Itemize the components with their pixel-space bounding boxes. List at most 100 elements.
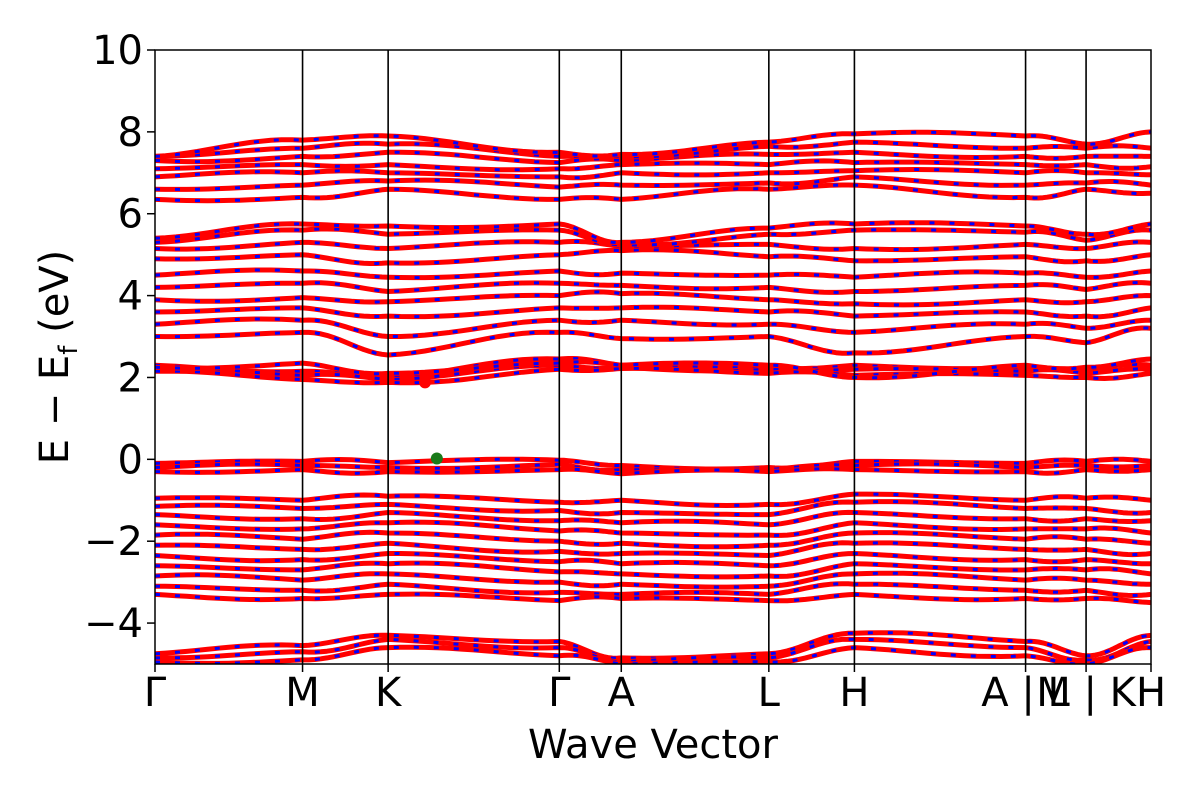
y-tick-label: 10 [92, 28, 143, 74]
band-valence [155, 509, 1151, 528]
band-line-down [155, 582, 1151, 598]
y-tick-label: 0 [118, 437, 143, 483]
band-line-down [155, 500, 1151, 517]
band-line-down [155, 140, 1151, 159]
y-tick-label: −4 [84, 601, 143, 647]
marker-cbm [419, 376, 432, 389]
band-vbm [155, 466, 1151, 477]
band-upper [155, 174, 1151, 192]
band-line-down [155, 239, 1151, 252]
band-line-down [155, 467, 1151, 476]
band-line-down [155, 290, 1151, 307]
y-tick-label: 8 [118, 110, 143, 156]
x-tick-label: M | K [1036, 670, 1137, 716]
marker-vbm [430, 452, 443, 465]
band-upper [155, 139, 1151, 160]
band-line-down [155, 571, 1151, 589]
band-line-down [155, 637, 1151, 664]
band-line-down [155, 248, 1151, 265]
band-line-down [155, 317, 1151, 338]
band-valence [155, 540, 1151, 558]
x-tick-label: H [1136, 670, 1166, 716]
kpoint-lines [301, 50, 1087, 664]
x-tick-label: Γ [548, 670, 571, 716]
band-valence [155, 499, 1151, 518]
band-line-down [155, 175, 1151, 191]
band-upper [155, 129, 1151, 159]
band-line-down [155, 510, 1151, 527]
band-line-down [155, 530, 1151, 549]
band-valence [155, 491, 1151, 508]
band-line-down [155, 645, 1151, 664]
y-axis-label-tail: (eV) [32, 250, 78, 346]
band-conduction [155, 325, 1151, 358]
band-line-down [155, 183, 1151, 203]
band-semicore [155, 644, 1151, 664]
band-line-up [155, 304, 1151, 320]
y-tick-label: −2 [84, 519, 143, 565]
band-line-up [155, 167, 1151, 181]
band-line-up [155, 289, 1151, 308]
bands-layer [155, 129, 1151, 664]
band-line-down [155, 357, 1151, 380]
x-tick-label: Γ [144, 670, 167, 716]
x-axis-label: Wave Vector [528, 722, 779, 768]
band-line-down [155, 520, 1151, 537]
x-tick-label: M [285, 670, 320, 716]
x-tick-label: K [375, 670, 403, 716]
band-line-down [155, 227, 1151, 247]
band-line-down [155, 167, 1151, 180]
band-valence [155, 529, 1151, 550]
band-valence [155, 560, 1151, 580]
band-line-down [155, 221, 1151, 245]
y-tick-label: 2 [118, 355, 143, 401]
band-valence [155, 591, 1151, 606]
plot-frame [154, 49, 1152, 665]
band-line-down [155, 551, 1151, 568]
band-conduction [155, 356, 1151, 381]
band-conduction [155, 238, 1151, 253]
band-valence [155, 519, 1151, 538]
y-axis: −4 −2 0 2 4 6 8 10 [84, 28, 155, 647]
band-line-down [155, 366, 1151, 385]
band-line-down [155, 130, 1151, 158]
band-line-down [155, 281, 1151, 294]
band-conduction [155, 316, 1151, 339]
band-line-up [155, 466, 1151, 477]
band-line-down [155, 159, 1151, 172]
band-line-down [155, 592, 1151, 605]
band-line-up [155, 267, 1151, 281]
band-upper [155, 158, 1151, 173]
band-line-down [155, 305, 1151, 319]
band-conduction [155, 304, 1151, 320]
y-tick-label: 6 [118, 192, 143, 238]
band-semicore [155, 636, 1151, 664]
band-line-up [155, 325, 1151, 358]
band-conduction [155, 267, 1151, 281]
band-line-up [155, 158, 1151, 173]
band-line-down [155, 268, 1151, 280]
x-tick-label: A | L [981, 670, 1070, 716]
y-axis-label: E − Ef (eV) [32, 250, 84, 465]
band-valence [155, 570, 1151, 590]
band-line-up [155, 491, 1151, 508]
band-conduction [155, 280, 1151, 295]
markers-layer [419, 376, 443, 465]
band-conduction [155, 289, 1151, 308]
band-conduction [155, 220, 1151, 246]
x-tick-label: A [608, 670, 636, 716]
band-valence [155, 551, 1151, 569]
band-valence [155, 581, 1151, 598]
band-line-down [155, 541, 1151, 558]
band-conduction [155, 226, 1151, 248]
band-line-up [155, 247, 1151, 266]
band-conduction [155, 247, 1151, 266]
band-line-down [155, 492, 1151, 508]
band-upper [155, 182, 1151, 204]
band-upper [155, 167, 1151, 181]
x-tick-label: L [758, 670, 781, 716]
band-conduction [155, 365, 1151, 386]
band-line-up [155, 174, 1151, 192]
